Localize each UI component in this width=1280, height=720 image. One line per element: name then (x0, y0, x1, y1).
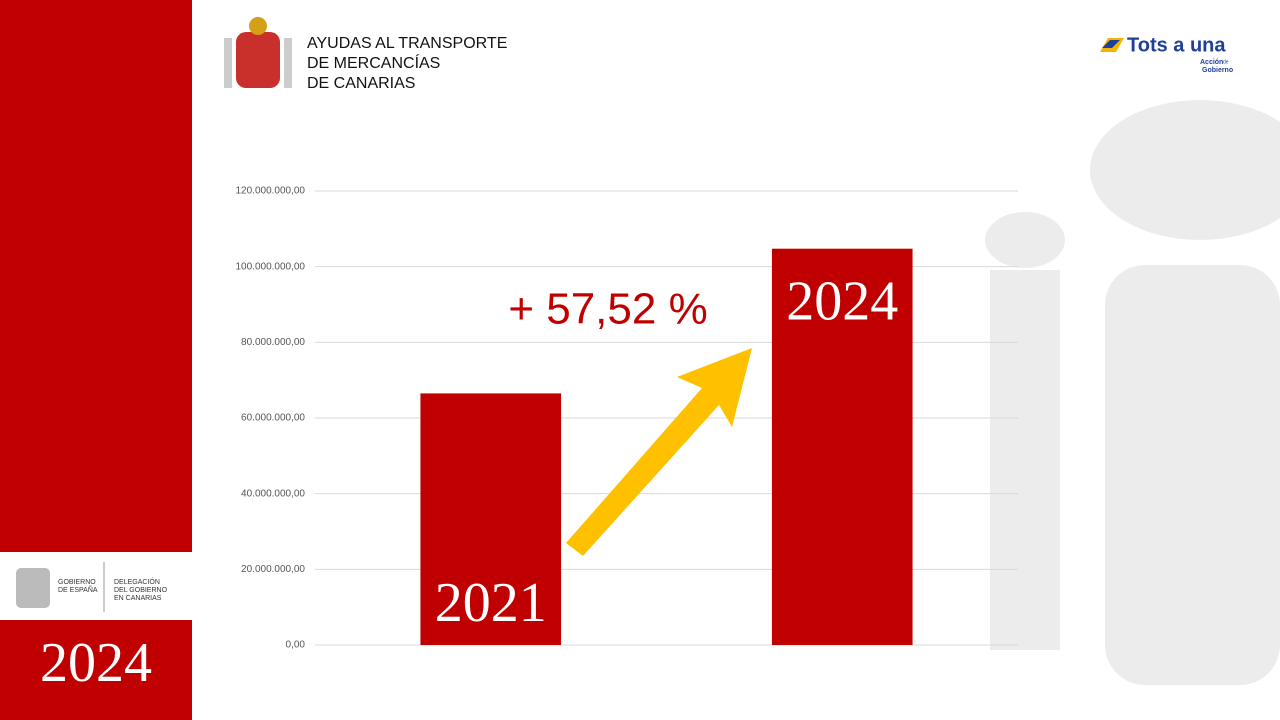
brand-name: Tots a una (1127, 34, 1226, 56)
background-crest (985, 100, 1280, 685)
y-tick-label: 60.000.000,00 (241, 413, 305, 424)
header-title: AYUDAS AL TRANSPORTE (307, 35, 507, 52)
side-panel (0, 0, 192, 552)
bar (771, 248, 913, 645)
y-tick-label: 80.000.000,00 (241, 337, 305, 348)
gov-text: GOBIERNO (58, 579, 96, 586)
side-year: 2024 (40, 632, 152, 694)
brand-sub: Acción (1200, 59, 1223, 66)
side-panel (0, 620, 192, 720)
y-tick-label: 40.000.000,00 (241, 488, 305, 499)
delegation-text: EN CANARIAS (114, 595, 162, 602)
chart: 0,00 20.000.000,00 40.000.000,00 60.000.000… (235, 186, 1018, 651)
header-title: DE MERCANCÍAS (307, 53, 440, 72)
delegation-text: DELEGACIÓN (114, 577, 160, 586)
header-title: DE CANARIAS (307, 75, 415, 92)
gov-logo: GOBIERNO DE ESPAÑA DELEGACIÓN DEL GOBIER… (16, 562, 168, 612)
bar (420, 393, 562, 645)
brand-logo: Tots a una Acción de Gobierno (1100, 34, 1233, 74)
brand-sub: Gobierno (1202, 67, 1233, 74)
brand-sub: de (1223, 59, 1229, 65)
bar-label: 2024 (786, 271, 898, 333)
delegation-text: DEL GOBIERNO (114, 587, 168, 594)
bar-label: 2021 (435, 572, 547, 634)
y-tick-label: 100.000.000,00 (235, 261, 305, 272)
y-tick-label: 120.000.000,00 (235, 186, 305, 197)
y-tick-label: 20.000.000,00 (241, 564, 305, 575)
y-tick-label: 0,00 (286, 640, 306, 651)
gov-text: DE ESPAÑA (58, 585, 98, 594)
growth-annotation: + 57,52 % (508, 285, 707, 334)
growth-arrow (566, 348, 752, 556)
coat-of-arms (224, 17, 292, 88)
